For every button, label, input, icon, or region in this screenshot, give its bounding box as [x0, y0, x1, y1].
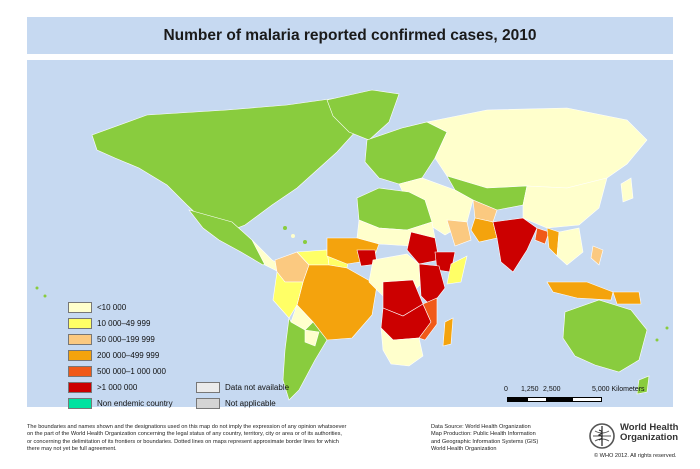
map-legend: <10 000 10 000–49 999 50 000–199 999 200…: [68, 302, 368, 414]
region-indochina: [556, 227, 584, 266]
legend-item-500000-1000000: 500 000–1 000 000: [68, 366, 166, 377]
scale-bar: 0 1,250 2,500 5,000 Kilometers: [497, 386, 667, 410]
legend-item-50000-199999: 50 000–199 999: [68, 334, 155, 345]
legend-swatch: [68, 366, 92, 377]
data-source-text: Data Source: World Health Organization M…: [431, 424, 539, 453]
who-emblem-icon: [589, 423, 615, 449]
region-sudan: [406, 231, 440, 265]
scale-segment: [507, 397, 527, 402]
map-title: Number of malaria reported confirmed cas…: [27, 17, 673, 54]
region-indonesia: [546, 281, 614, 301]
scale-tick-2500: 2,500: [543, 386, 561, 393]
legend-item-non-endemic: Non endemic country: [68, 398, 173, 409]
legend-item-10000-49999: 10 000–49 999: [68, 318, 150, 329]
region-southern-africa: [380, 327, 424, 367]
region-bangladesh: [534, 227, 550, 245]
legend-swatch: [196, 382, 220, 393]
region-greenland: [326, 89, 400, 141]
region-china: [522, 177, 608, 229]
scale-tick-5000: 5,000 Kilometers: [592, 386, 645, 393]
region-east-africa: [418, 263, 446, 307]
legend-swatch: [68, 382, 92, 393]
legend-item-gt1000000: >1 000 000: [68, 382, 137, 393]
legend-swatch: [68, 302, 92, 313]
scale-tick-1250: 1,250: [521, 386, 539, 393]
legend-item-data-not-available: Data not available: [196, 382, 289, 393]
region-australia: [562, 299, 648, 373]
legend-swatch: [68, 318, 92, 329]
region-mozambique: [418, 297, 438, 341]
legend-item-not-applicable: Not applicable: [196, 398, 276, 409]
legend-item-200000-499999: 200 000–499 999: [68, 350, 159, 361]
world-map: [27, 60, 673, 407]
copyright-text: © WHO 2012. All rights reserved.: [594, 453, 677, 459]
scale-segment: [572, 397, 602, 402]
region-europe: [364, 121, 448, 185]
region-new-zealand: [636, 375, 650, 395]
legend-swatch: [68, 350, 92, 361]
region-somalia: [446, 255, 468, 285]
region-pakistan: [470, 217, 498, 243]
scale-segment: [547, 397, 572, 402]
legend-item-lt10000: <10 000: [68, 302, 126, 313]
scale-segment: [527, 397, 547, 402]
who-logo: World Health Organization © WHO 2012. Al…: [588, 420, 693, 466]
region-japan: [620, 177, 634, 203]
legend-swatch: [68, 334, 92, 345]
region-philippines: [590, 245, 604, 266]
region-india: [492, 217, 538, 273]
legend-swatch: [196, 398, 220, 409]
region-madagascar: [442, 317, 454, 347]
region-arabia-east: [446, 219, 472, 247]
region-mexico: [188, 209, 273, 266]
region-north-america: [91, 97, 373, 233]
who-org-name: World Health Organization: [620, 422, 679, 443]
legend-swatch: [68, 398, 92, 409]
scale-tick-0: 0: [504, 386, 508, 393]
region-papua-new-guinea: [612, 291, 642, 305]
disclaimer-text: The boundaries and names shown and the d…: [27, 424, 347, 453]
region-paraguay: [304, 329, 320, 347]
